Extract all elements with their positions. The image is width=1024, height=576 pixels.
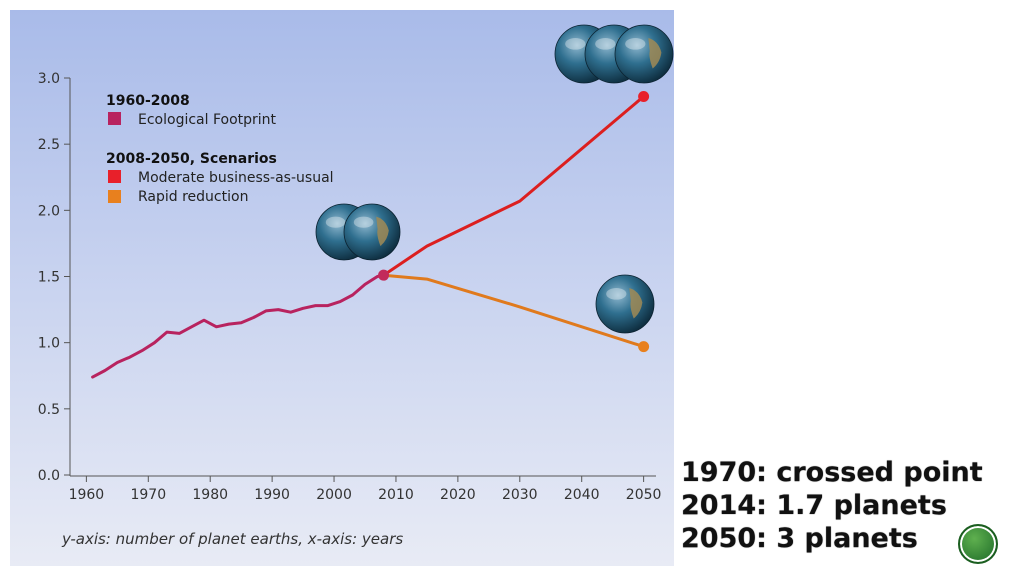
side-note-2014: 2014: 1.7 planets: [681, 490, 947, 521]
legend-label-moderate: Moderate business-as-usual: [138, 170, 334, 186]
y-tick-label: 1.0: [38, 336, 60, 352]
legend-heading-scenarios: 2008-2050, Scenarios: [106, 151, 277, 167]
y-tick-label: 2.5: [38, 137, 60, 153]
series-line-1: [91, 273, 386, 379]
globe-highlight: [353, 216, 374, 228]
x-tick-label: 2030: [502, 487, 538, 503]
ecological-footprint-chart: 0.0 0.5 1.0 1.5 2.0 2.5 3.0 1960 1970 1980 1990 200…: [38, 24, 674, 503]
side-note-1970: 1970: crossed point: [681, 457, 983, 488]
x-tick-label: 2040: [564, 487, 600, 503]
axes: 0.0 0.5 1.0 1.5 2.0 2.5 3.0 1960 1970 1980 1990 200…: [38, 71, 662, 503]
globe-2008-2: [343, 203, 401, 261]
legend: 1960-2008 Ecological Footprint 2008-2050…: [106, 93, 334, 205]
side-notes: 1970: crossed point 2014: 1.7 planets 20…: [681, 456, 1016, 555]
green-circle-button[interactable]: [958, 524, 998, 564]
legend-swatch-moderate: [108, 170, 121, 183]
legend-swatch-footprint: [108, 112, 121, 125]
endpoint-marker-3: [638, 341, 650, 353]
y-tick-label: 2.0: [38, 203, 60, 219]
globe-bau-3: [614, 24, 674, 84]
x-tick-label: 1960: [69, 487, 105, 503]
y-tick-label: 0.5: [38, 402, 60, 418]
axis-caption: y-axis: number of planet earths, x-axis:…: [62, 530, 404, 548]
series-line-3: [382, 273, 646, 349]
legend-label-footprint: Ecological Footprint: [138, 112, 277, 128]
series-line-2: [382, 95, 646, 277]
globe-landmass: [629, 288, 643, 319]
x-tick-label: 2020: [440, 487, 476, 503]
globe-highlight: [606, 288, 627, 300]
globe-illustrations: [315, 24, 674, 334]
globe-landmass: [376, 216, 389, 246]
endpoint-marker-2: [638, 91, 650, 103]
x-tick-label: 1990: [254, 487, 290, 503]
endpoint-marker-1: [378, 269, 390, 281]
globe-sphere: [614, 24, 674, 84]
side-note-2050: 2050: 3 planets: [681, 523, 918, 554]
y-tick-label: 3.0: [38, 71, 60, 87]
series-layer: [91, 91, 650, 379]
x-tick-label: 1970: [130, 487, 166, 503]
legend-swatch-rapid: [108, 190, 121, 203]
y-tick-label: 1.5: [38, 270, 60, 286]
x-tick-label: 2010: [378, 487, 414, 503]
globe-highlight: [565, 38, 586, 50]
x-tick-label: 2050: [626, 487, 662, 503]
chart-panel: 0.0 0.5 1.0 1.5 2.0 2.5 3.0 1960 1970 1980 1990 200…: [10, 10, 674, 566]
globe-sphere: [595, 274, 655, 334]
legend-label-rapid: Rapid reduction: [138, 189, 248, 205]
globe-highlight: [625, 38, 646, 50]
legend-heading-history: 1960-2008: [106, 93, 190, 109]
globe-highlight: [325, 216, 346, 228]
globe-rapid: [595, 274, 655, 334]
y-tick-label: 0.0: [38, 468, 60, 484]
globe-landmass: [648, 38, 662, 69]
globe-sphere: [343, 203, 401, 261]
x-tick-label: 2000: [316, 487, 352, 503]
x-tick-label: 1980: [192, 487, 228, 503]
globe-highlight: [595, 38, 616, 50]
